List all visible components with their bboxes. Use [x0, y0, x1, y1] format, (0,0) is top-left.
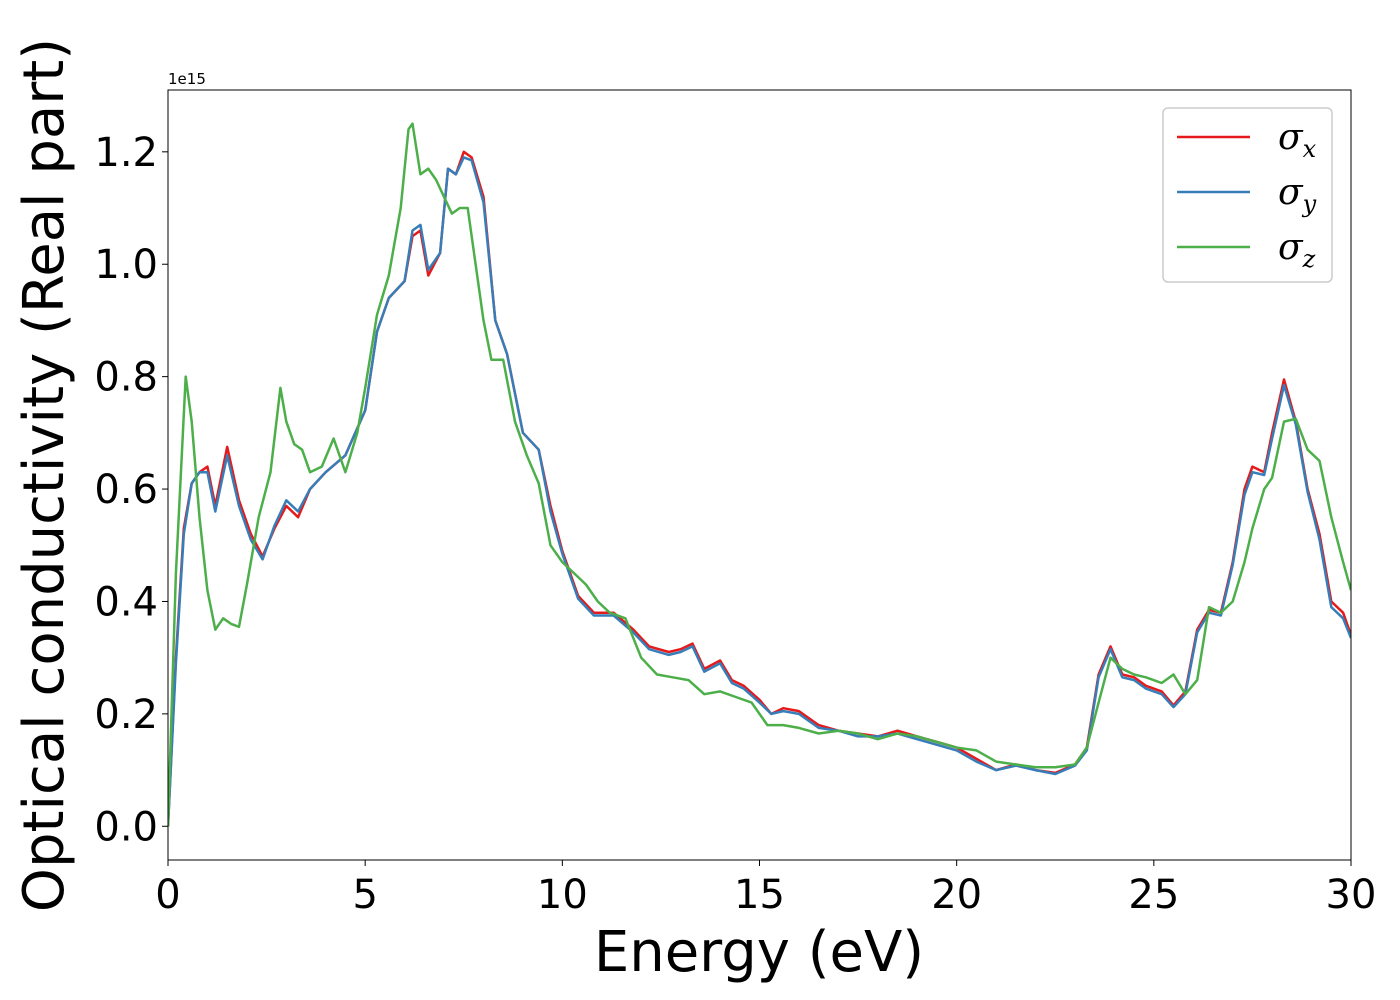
y-tick-label: 0.2	[94, 692, 158, 738]
y-axis-title: Optical conductivity (Real part)	[12, 38, 77, 912]
legend-label-x: σx	[1278, 117, 1317, 163]
x-tick-label: 5	[352, 872, 377, 918]
x-axis: 0 5 10 15 20 25 30	[155, 860, 1376, 918]
legend: σx σy σz	[1162, 107, 1333, 283]
y-tick-label: 0.6	[94, 467, 158, 513]
x-tick-label: 15	[734, 872, 785, 918]
y-tick-label: 0.4	[94, 579, 158, 625]
y-tick-label: 0.8	[94, 355, 158, 401]
legend-label-z: σz	[1278, 227, 1316, 273]
x-tick-label: 10	[537, 872, 588, 918]
legend-box	[1162, 107, 1333, 283]
y-axis: 0.0 0.2 0.4 0.6 0.8 1.0 1.2	[94, 130, 168, 850]
y-tick-label: 1.0	[94, 242, 158, 288]
series-layer	[168, 122, 1351, 827]
y-tick-label: 1.2	[94, 130, 158, 176]
x-axis-title: Energy (eV)	[594, 920, 924, 985]
legend-label-y: σy	[1278, 172, 1317, 218]
y-tick-label: 0.0	[94, 804, 158, 850]
x-tick-label: 0	[155, 872, 180, 918]
x-tick-label: 25	[1128, 872, 1179, 918]
series-line-z	[168, 122, 1351, 827]
x-tick-label: 20	[931, 872, 982, 918]
series-line-y	[168, 156, 1351, 827]
y-offset-label: 1e15	[168, 70, 206, 88]
x-tick-label: 30	[1326, 872, 1377, 918]
